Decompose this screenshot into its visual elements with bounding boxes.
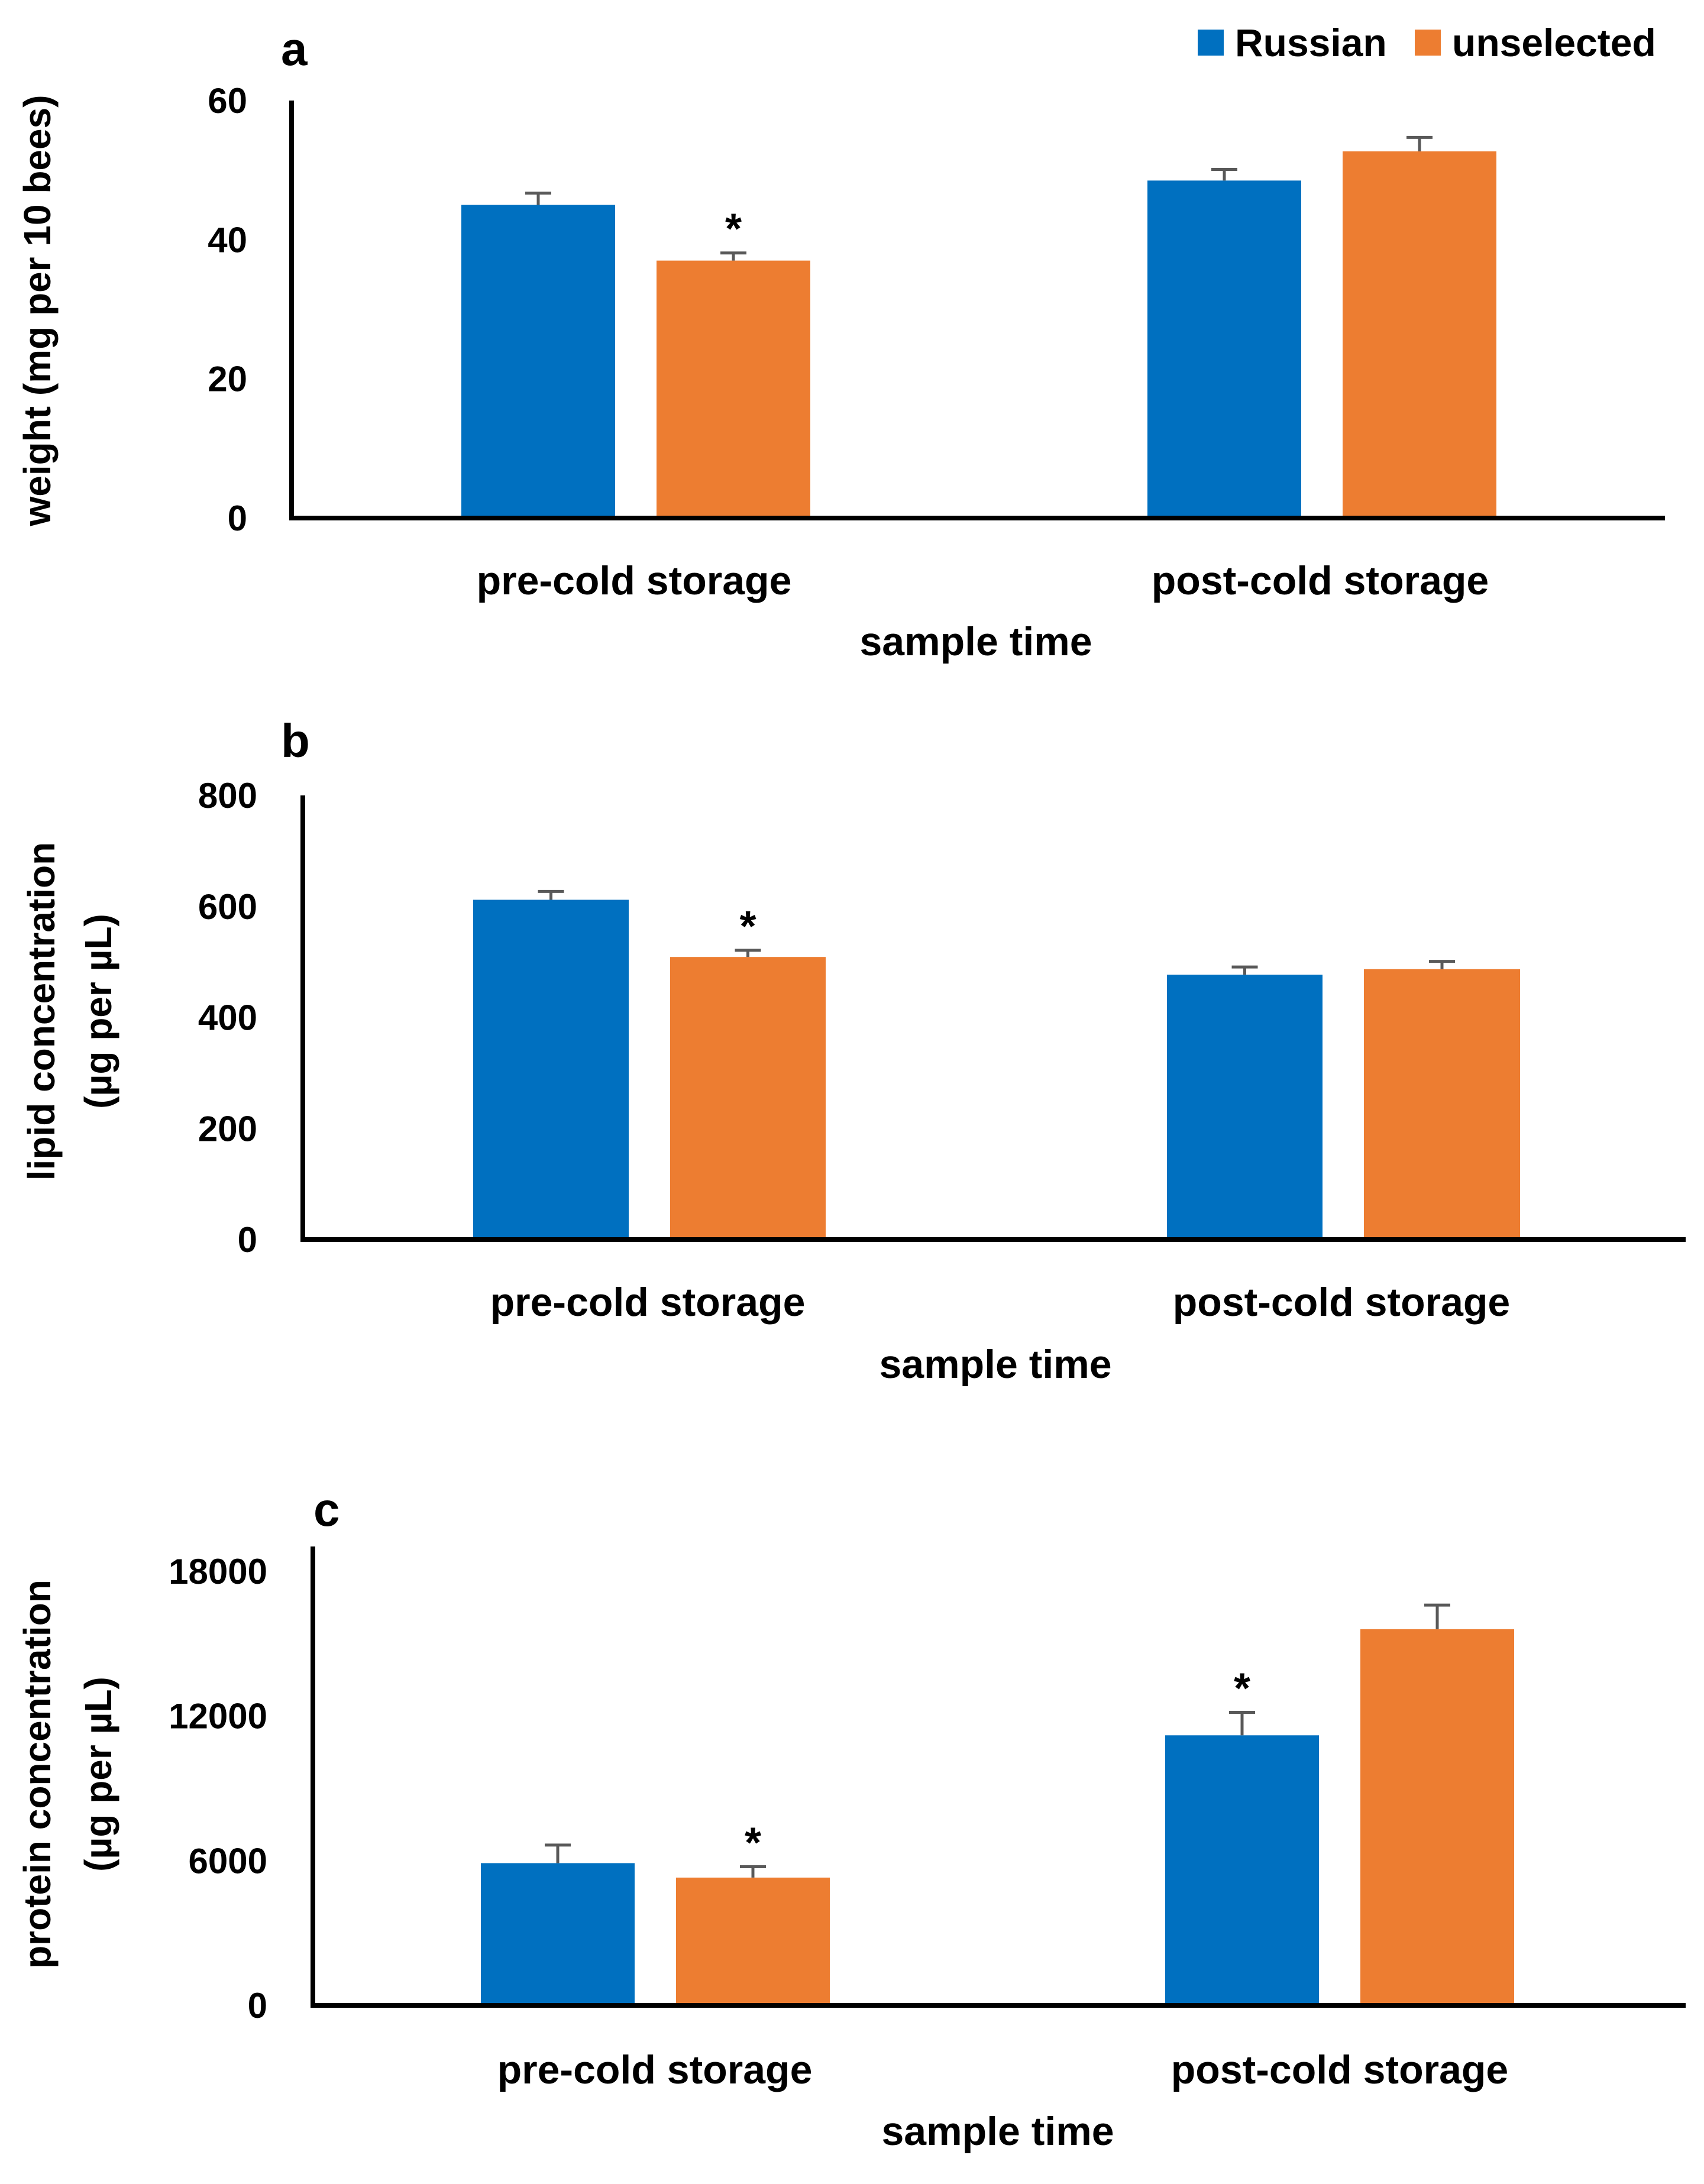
panel-b-y-tick-label: 400 [198,998,257,1038]
panel-a-bars: * [461,135,1496,519]
panel-b-y-tick-label: 800 [198,776,257,816]
panel-c-y-tick-label: 0 [248,1986,267,2026]
legend-label-russian: Russian [1235,21,1387,64]
panel-label-a: a [281,22,308,75]
panel-c-category-pre: pre-cold storage [497,2047,813,2092]
panel-b-bars: * [473,889,1520,1240]
panel-a-bar-pre-unselected-significance-marker: * [725,206,742,253]
panel-a-y-tick-label: 40 [208,220,247,260]
panel-a-y-ticks: 0 20 40 60 [208,81,247,538]
panel-c-bar-pre-unselected-significance-marker: * [745,1820,761,1867]
legend: Russian unselected [1198,21,1656,64]
panel-c-bar-post-russian-significance-marker: * [1234,1665,1250,1713]
panel-c-bar-pre-russian [481,1863,635,2005]
panel-a-x-axis-label: sample time [859,619,1092,664]
panel-c: c protein concentration (µg per µL) 0 600… [16,1483,1686,2154]
panel-a-bar-post-russian [1147,180,1301,519]
legend-swatch-unselected [1415,30,1441,56]
panel-b-bar-post-unselected [1364,969,1520,1240]
panel-a-category-post: post-cold storage [1152,558,1489,603]
panel-b-x-axis-label: sample time [879,1342,1111,1387]
panel-b-bar-pre-russian [473,900,629,1240]
panel-c-y-axis-label-units: (µg per µL) [77,1677,119,1872]
panel-a-category-pre: pre-cold storage [477,558,792,603]
panel-b-y-ticks: 0 200 400 600 800 [198,776,257,1260]
panel-a-y-tick-label: 60 [208,81,247,121]
panel-a-bar-pre-russian [461,205,615,518]
legend-label-unselected: unselected [1452,21,1656,64]
panel-a-y-tick-label: 0 [228,499,247,538]
panel-a-y-tick-label: 20 [208,360,247,399]
panel-a-bar-pre-unselected [657,260,810,518]
panel-c-y-tick-label: 12000 [169,1697,267,1736]
panel-b-y-axis-label: lipid concentration [20,842,63,1180]
panel-c-bar-post-unselected [1360,1629,1514,2005]
panel-b-y-tick-label: 600 [198,887,257,927]
panel-label-b: b [281,714,310,767]
panel-b-category-post: post-cold storage [1173,1280,1511,1325]
panel-a-y-axis-label: weight (mg per 10 bees) [16,95,59,526]
panel-c-y-axis-label: protein concentration [16,1580,59,1969]
panel-a-bar-post-unselected [1343,151,1496,518]
panel-label-c: c [313,1483,340,1536]
panel-b-bar-post-russian [1167,975,1323,1240]
panel-c-bars: ** [481,1603,1514,2005]
panel-c-bar-pre-unselected [676,1877,830,2005]
panel-a: a weight (mg per 10 bees) 0 20 40 60 * pre-… [16,22,1665,664]
panel-b-category-pre: pre-cold storage [490,1280,806,1325]
panel-b: b lipid concentration (µg per µL) 0 200 40… [20,714,1686,1387]
panel-c-y-ticks: 0 6000 12000 18000 [169,1552,267,2026]
panel-b-y-tick-label: 0 [238,1220,257,1260]
panel-b-bar-pre-unselected-significance-marker: * [739,903,756,950]
panel-b-y-axis-label-units: (µg per µL) [77,914,119,1109]
panel-c-bar-post-russian [1165,1735,1319,2005]
panel-b-bar-pre-unselected [670,957,826,1240]
panel-c-y-tick-label: 6000 [189,1841,267,1881]
legend-swatch-russian [1198,30,1224,56]
panel-b-y-tick-label: 200 [198,1109,257,1148]
panel-c-y-tick-label: 18000 [169,1552,267,1591]
panel-c-category-post: post-cold storage [1171,2047,1509,2092]
panel-c-x-axis-label: sample time [881,2109,1114,2154]
